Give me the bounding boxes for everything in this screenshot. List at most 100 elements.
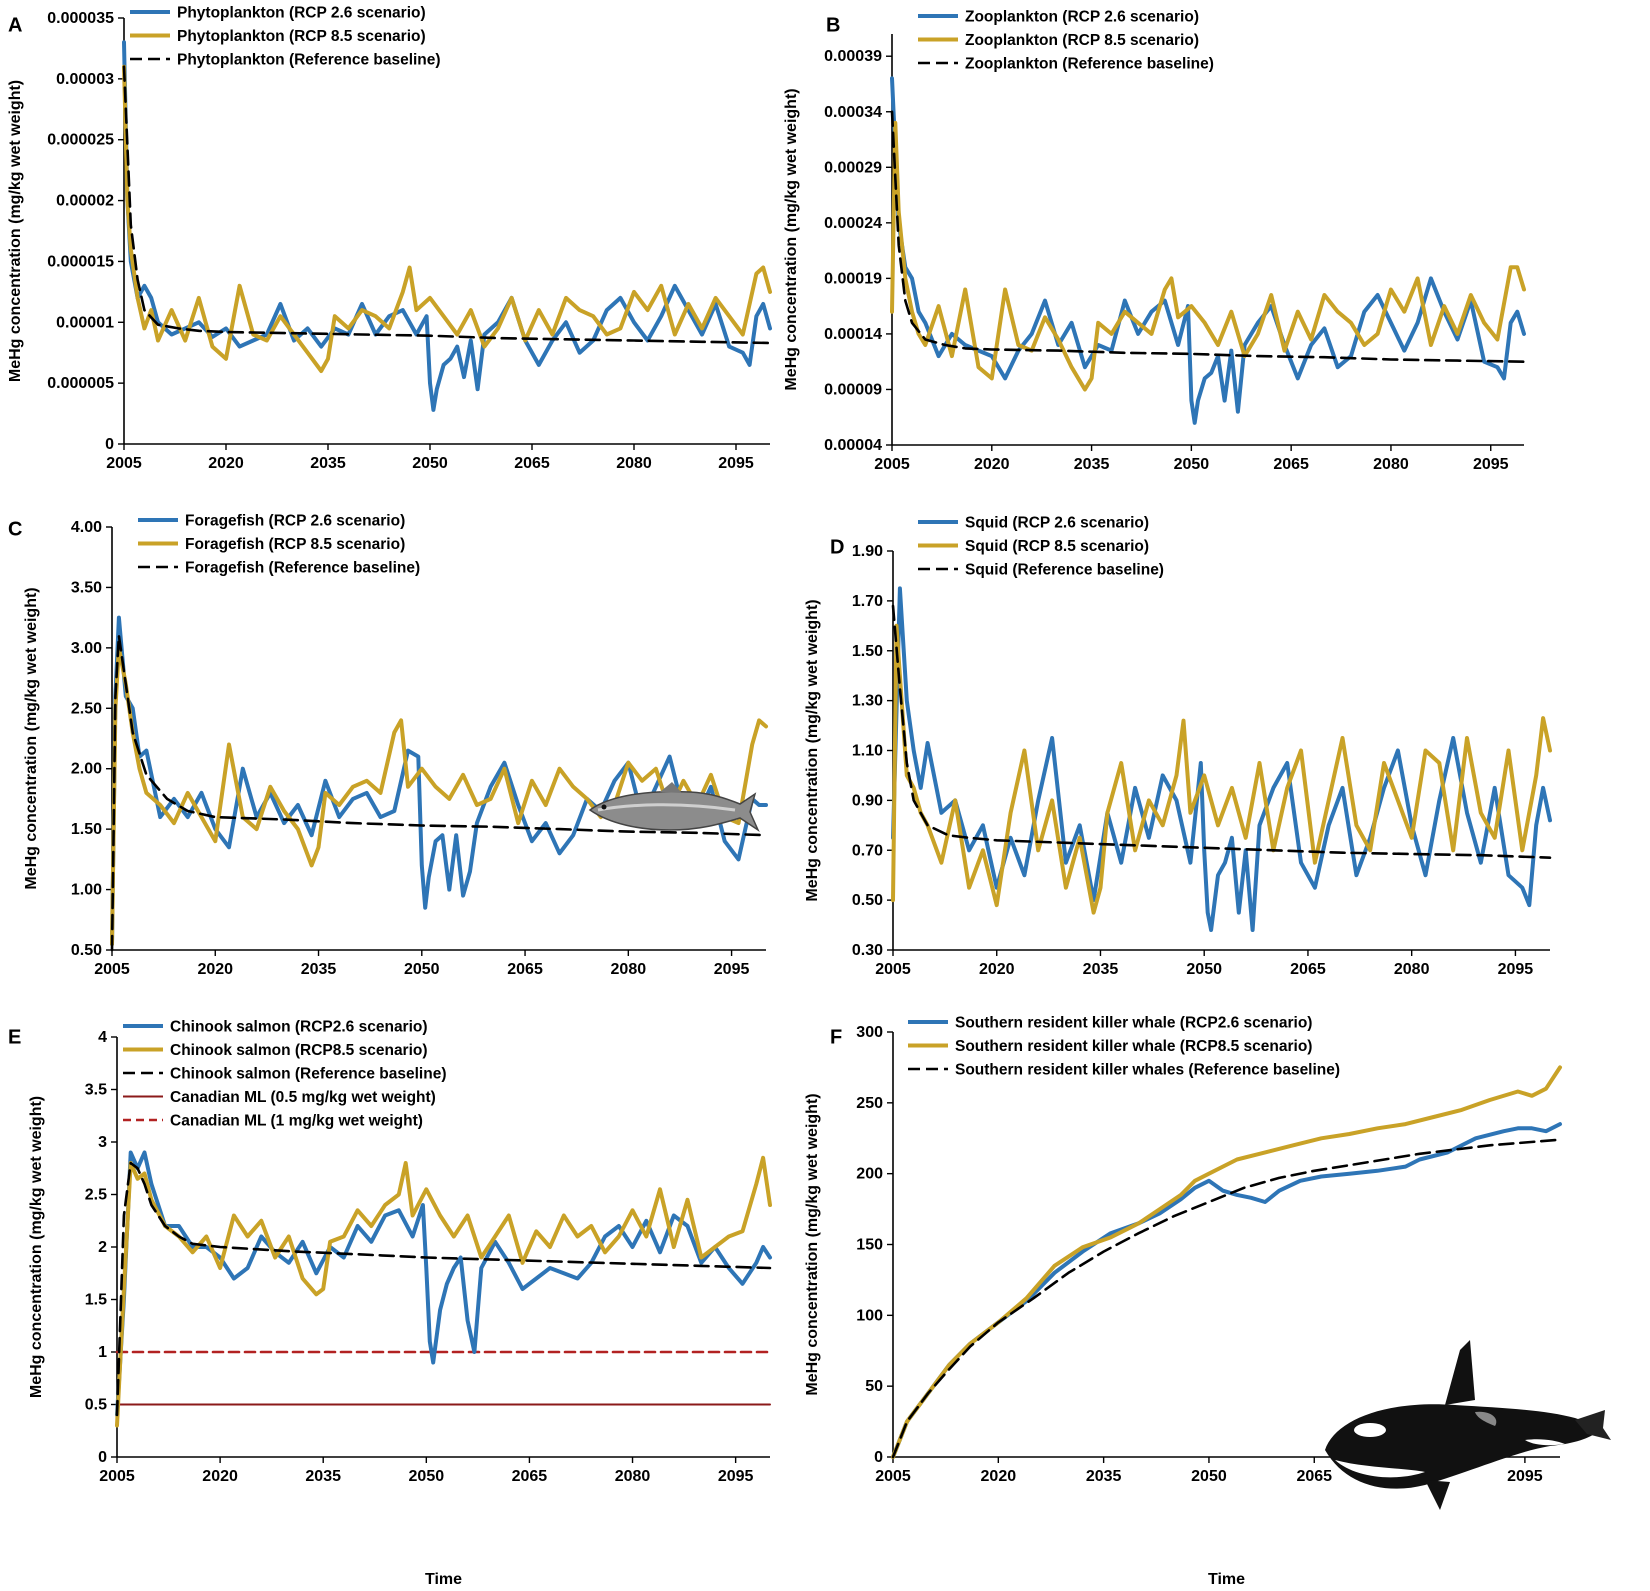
y-tick-label: 0.00004 xyxy=(824,437,882,454)
x-tick-label: 2005 xyxy=(106,455,142,472)
panel-letter: F xyxy=(830,1027,842,1049)
x-tick-label: 2005 xyxy=(874,456,910,473)
x-tick-label: 2050 xyxy=(1174,456,1210,473)
x-tick-label: 2020 xyxy=(979,961,1015,978)
x-tick-label: 2020 xyxy=(202,1468,238,1485)
x-tick-label: 2005 xyxy=(99,1468,135,1485)
x-tick-label: 2080 xyxy=(1394,961,1430,978)
series-line-zooplankton-reference-baseline xyxy=(890,110,1526,364)
x-tick-label: 2095 xyxy=(718,1468,754,1485)
x-tick-label: 2005 xyxy=(94,961,130,978)
legend-label: Squid (Reference baseline) xyxy=(965,562,1164,579)
x-tick-label: 2065 xyxy=(1273,456,1309,473)
charts-root: A 0 0.000005 0.00001 0.000015 0.00002 0.000025… xyxy=(7,5,1562,1588)
legend-label: Squid (RCP 2.6 scenario) xyxy=(965,515,1149,532)
series-line-squid-rcp-8-5-scenario xyxy=(891,623,1552,915)
legend-label: Southern resident killer whale (RCP8.5 s… xyxy=(955,1038,1312,1055)
x-tick-label: 2020 xyxy=(981,1468,1017,1485)
y-tick-label: 3.00 xyxy=(71,640,102,657)
y-tick-label: 2.00 xyxy=(71,761,102,778)
legend: Chinook salmon (RCP2.6 scenario) Chinook … xyxy=(123,1019,447,1130)
legend: Foragefish (RCP 2.6 scenario) Foragefish … xyxy=(138,513,420,577)
y-axis-title: MeHg concentration (mg/kg wet weight) xyxy=(7,80,24,382)
y-tick-label: 0.00002 xyxy=(56,193,114,210)
panel-e: E 0 0.5 1 1.5 2 2.5 3 3.5 4 2005 2020 2035 2050 2065 20… xyxy=(8,1019,772,1588)
x-tick-label: 2050 xyxy=(1191,1468,1227,1485)
legend-label: Foragefish (Reference baseline) xyxy=(185,560,420,577)
x-tick-label: 2080 xyxy=(615,1468,651,1485)
x-tick-label: 2035 xyxy=(310,455,346,472)
y-tick-label: 0.000015 xyxy=(47,253,114,270)
x-tick-label: 2095 xyxy=(714,961,750,978)
legend-label: Zooplankton (RCP 8.5 scenario) xyxy=(965,32,1199,49)
legend-label: Chinook salmon (RCP8.5 scenario) xyxy=(170,1042,428,1059)
panel-a: A 0 0.000005 0.00001 0.000015 0.00002 0.000025… xyxy=(7,5,772,472)
x-axis-title: Time xyxy=(425,1571,462,1588)
y-tick-label: 100 xyxy=(856,1307,883,1324)
y-tick-label: 0.70 xyxy=(852,842,883,859)
y-tick-label: 0.50 xyxy=(71,942,102,959)
series-line-phytoplankton-rcp-8-5-scenario xyxy=(122,64,772,373)
x-tick-label: 2080 xyxy=(1373,456,1409,473)
y-tick-label: 0 xyxy=(98,1449,107,1466)
salmon-illustration xyxy=(588,782,760,833)
y-tick-label: 1.5 xyxy=(85,1292,107,1309)
series-line-squid-reference-baseline xyxy=(891,604,1552,860)
y-tick-label: 0.00009 xyxy=(824,381,882,398)
legend: Zooplankton (RCP 2.6 scenario) Zooplankto… xyxy=(918,9,1214,73)
legend-label: Southern resident killer whale (RCP2.6 s… xyxy=(955,1015,1312,1032)
legend-label: Canadian ML (0.5 mg/kg wet weight) xyxy=(170,1089,436,1106)
x-tick-label: 2050 xyxy=(404,961,440,978)
x-tick-label: 2035 xyxy=(1074,456,1110,473)
y-tick-label: 1.10 xyxy=(852,743,883,760)
y-axis-title: MeHg concentration (mg/kg wet weight) xyxy=(23,587,40,889)
x-tick-label: 2065 xyxy=(1290,961,1326,978)
legend: Phytoplankton (RCP 2.6 scenario) Phytopla… xyxy=(130,5,441,69)
legend-label: Zooplankton (Reference baseline) xyxy=(965,56,1214,73)
x-tick-label: 2065 xyxy=(512,1468,548,1485)
y-tick-label: 4.00 xyxy=(71,519,102,536)
legend-label: Foragefish (RCP 2.6 scenario) xyxy=(185,513,405,530)
x-tick-label: 2005 xyxy=(875,1468,911,1485)
killer-whale-illustration xyxy=(1325,1340,1611,1510)
y-tick-label: 3.5 xyxy=(85,1082,107,1099)
x-tick-label: 2020 xyxy=(208,455,244,472)
x-tick-label: 2035 xyxy=(1086,1468,1122,1485)
y-tick-label: 0 xyxy=(105,436,114,453)
legend-label: Phytoplankton (RCP 2.6 scenario) xyxy=(177,5,426,22)
panel-letter: C xyxy=(8,519,22,541)
y-tick-label: 1.00 xyxy=(71,882,102,899)
series-line-foragefish-reference-baseline xyxy=(110,634,768,952)
panel-letter: A xyxy=(8,15,22,37)
y-tick-label: 0.00003 xyxy=(56,71,114,88)
y-tick-label: 3.50 xyxy=(71,579,102,596)
y-tick-label: 0.00019 xyxy=(824,270,882,287)
series-line-phytoplankton-reference-baseline xyxy=(122,65,772,345)
y-tick-label: 1.90 xyxy=(852,543,883,560)
x-tick-label: 2080 xyxy=(616,455,652,472)
x-tick-label: 2095 xyxy=(718,455,754,472)
legend-label: Chinook salmon (Reference baseline) xyxy=(170,1066,447,1083)
x-tick-label: 2005 xyxy=(875,961,911,978)
legend: Squid (RCP 2.6 scenario) Squid (RCP 8.5 s… xyxy=(918,515,1164,579)
y-tick-label: 0.000025 xyxy=(47,132,114,149)
legend-label: Phytoplankton (RCP 8.5 scenario) xyxy=(177,28,426,45)
x-tick-label: 2020 xyxy=(197,961,233,978)
x-tick-label: 2095 xyxy=(1507,1468,1543,1485)
y-tick-label: 0.00001 xyxy=(56,314,114,331)
y-tick-label: 150 xyxy=(856,1237,883,1254)
panel-letter: D xyxy=(830,537,844,559)
y-tick-label: 0.90 xyxy=(852,792,883,809)
y-tick-label: 2 xyxy=(98,1239,107,1256)
x-tick-label: 2050 xyxy=(412,455,448,472)
y-tick-label: 3 xyxy=(98,1134,107,1151)
x-tick-label: 2095 xyxy=(1498,961,1534,978)
y-tick-label: 0.30 xyxy=(852,942,883,959)
x-tick-label: 2080 xyxy=(611,961,647,978)
y-tick-label: 0.00039 xyxy=(824,48,882,65)
y-axis-title: MeHg concentration (mg/kg wet weight) xyxy=(804,1093,821,1395)
legend-label: Chinook salmon (RCP2.6 scenario) xyxy=(170,1019,428,1036)
y-tick-label: 0.00034 xyxy=(824,104,882,121)
x-tick-label: 2050 xyxy=(409,1468,445,1485)
